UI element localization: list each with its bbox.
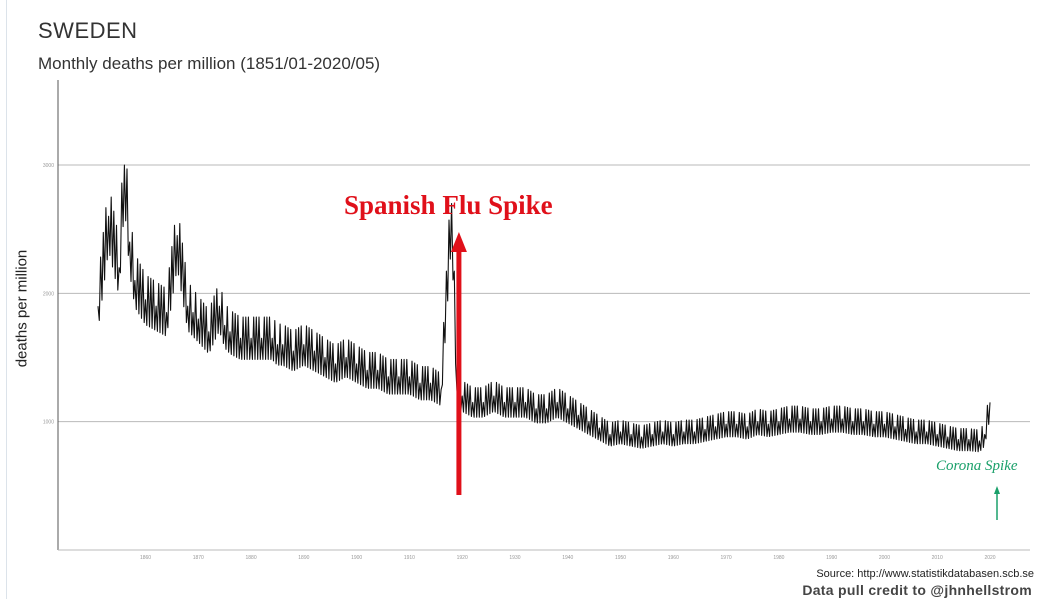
x-tick-label: 1870 — [193, 555, 204, 561]
x-tick-label: 1960 — [668, 555, 679, 561]
x-tick-label: 1940 — [562, 555, 573, 561]
tick-labels: 1000 2000 3000 1860 1870 1880 1890 1900 1910 1920… — [43, 163, 996, 561]
x-tick-label: 1910 — [404, 555, 415, 561]
y-tick-label: 2000 — [43, 291, 54, 297]
x-tick-label: 1980 — [773, 555, 784, 561]
x-tick-label: 1950 — [615, 555, 626, 561]
axes — [57, 80, 1030, 551]
spanish-flu-arrowhead — [450, 232, 467, 252]
chart-title: SWEDEN — [38, 18, 138, 43]
y-tick-label: 1000 — [43, 420, 54, 426]
chart-subtitle: Monthly deaths per million (1851/01-2020… — [38, 54, 381, 73]
x-tick-label: 1930 — [509, 555, 520, 561]
annotation-arrows — [450, 232, 1000, 520]
x-tick-label: 1970 — [721, 555, 732, 561]
y-tick-label: 3000 — [43, 163, 54, 169]
x-tick-label: 1860 — [140, 555, 151, 561]
x-tick-label: 2020 — [984, 555, 995, 561]
source-note: Source: http://www.statistikdatabasen.sc… — [816, 568, 1034, 580]
x-tick-label: 2010 — [932, 555, 943, 561]
deaths-series-line — [97, 164, 991, 453]
x-tick-label: 1920 — [457, 555, 468, 561]
x-tick-label: 1880 — [246, 555, 257, 561]
x-tick-label: 2000 — [879, 555, 890, 561]
x-tick-label: 1990 — [826, 555, 837, 561]
spanish-flu-annotation: Spanish Flu Spike — [344, 190, 553, 220]
x-tick-label: 1890 — [298, 555, 309, 561]
series-lines — [97, 164, 991, 453]
x-tick-label: 1900 — [351, 555, 362, 561]
credit-note: Data pull credit to @jhnhellstrom — [802, 582, 1032, 598]
corona-annotation: Corona Spike — [936, 458, 1018, 474]
page-left-border — [6, 0, 7, 599]
corona-arrowhead — [994, 486, 1000, 494]
